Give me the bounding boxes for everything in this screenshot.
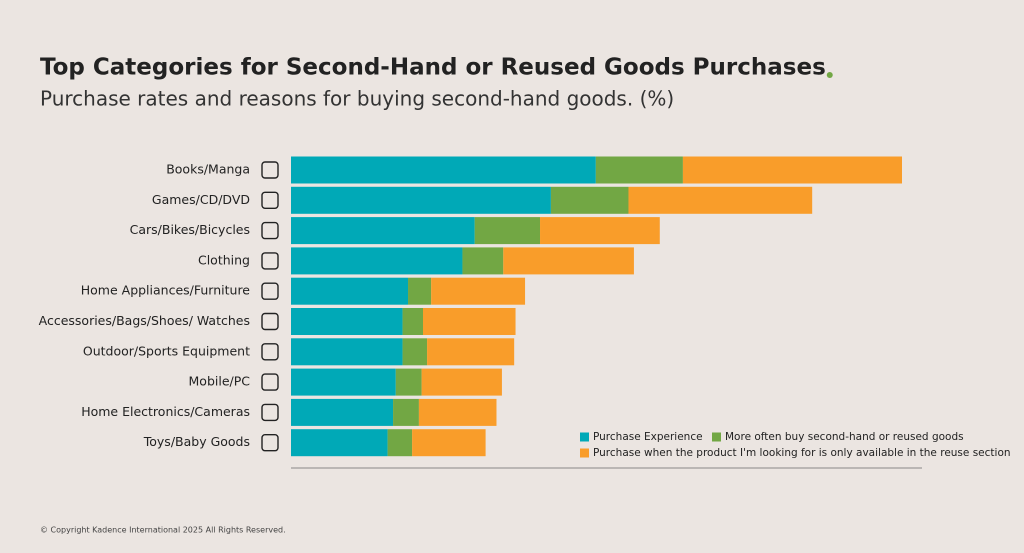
category-icon [261, 312, 279, 331]
bar-segment [291, 338, 403, 366]
bar-segment [291, 277, 409, 305]
category-icon [261, 252, 279, 270]
category-icon [261, 434, 279, 452]
bar-segment [291, 217, 475, 245]
bar-segment [628, 186, 813, 214]
category-icon [261, 282, 279, 300]
category-icon [261, 161, 279, 179]
bar-segment [422, 308, 516, 335]
bar-segment [291, 247, 463, 275]
bar-segment [387, 429, 413, 457]
legend-label: Purchase Experience [593, 431, 703, 443]
bar-segment [291, 186, 551, 214]
category-label: Home Appliances/Furniture [81, 283, 251, 298]
title-dot [826, 72, 833, 78]
bar-segment [421, 368, 502, 396]
category-label: Accessories/Bags/Shoes/ Watches [39, 313, 250, 328]
bar-segment [291, 308, 403, 335]
bar-segment [474, 217, 541, 245]
category-label: Clothing [198, 252, 250, 267]
category-label: Home Electronics/Cameras [81, 404, 250, 419]
category-label: Cars/Bikes/Bicycles [130, 222, 250, 237]
bar-segment [393, 398, 419, 426]
category-icon [261, 373, 279, 391]
bar-segment [462, 247, 504, 275]
bar-segment [550, 186, 629, 214]
category-icon [261, 191, 279, 210]
bar-segment [418, 398, 497, 426]
bar-segment [595, 156, 683, 184]
bar-segment [291, 156, 596, 184]
category-label: Books/Manga [166, 162, 250, 177]
category-label: Games/CD/DVD [152, 192, 250, 207]
bar-segment [408, 277, 432, 305]
bar-segment [431, 277, 526, 305]
bar-segment [395, 368, 422, 396]
bar-segment [503, 247, 634, 275]
bar-segment [540, 217, 660, 245]
category-icon [261, 221, 279, 240]
category-label: Toys/Baby Goods [143, 434, 250, 449]
bar-segment [682, 156, 902, 184]
footer: © Copyright Kadence International 2025 A… [40, 526, 286, 535]
legend-swatch [580, 432, 589, 442]
category-label: Mobile/PC [189, 374, 251, 389]
legend-swatch [580, 448, 589, 458]
chart-subtitle: Purchase rates and reasons for buying se… [40, 87, 674, 111]
category-icon [261, 343, 279, 361]
bar-segment [402, 338, 428, 366]
category-label: Outdoor/Sports Equipment [83, 343, 250, 358]
category-icon [261, 403, 279, 422]
bar-segment [291, 429, 388, 457]
legend-swatch [712, 432, 721, 442]
bar-segment [427, 338, 515, 366]
bar-segment [291, 368, 396, 396]
legend-label: Purchase when the product I'm looking fo… [593, 447, 1011, 459]
legend-label: More often buy second-hand or reused goo… [725, 431, 964, 443]
chart-title: Top Categories for Second-Hand or Reused… [40, 55, 826, 81]
bar-segment [412, 429, 486, 457]
bar-segment [291, 398, 394, 426]
bar-segment [402, 308, 423, 335]
